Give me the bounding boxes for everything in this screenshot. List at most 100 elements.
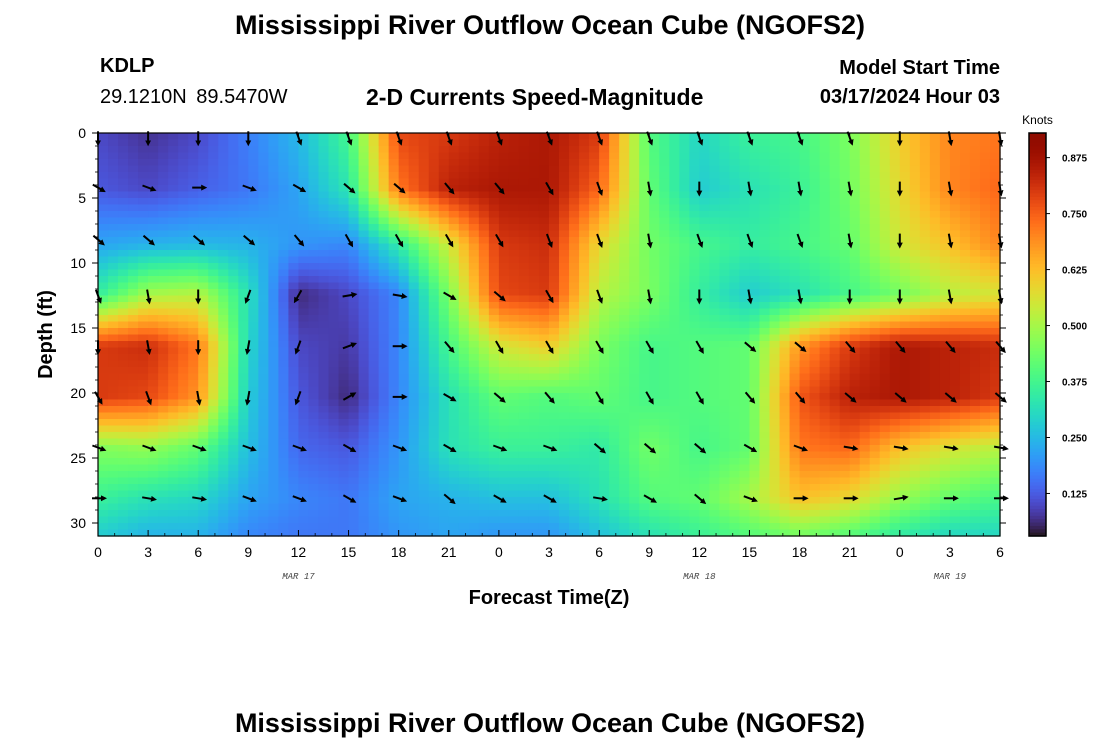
heatmap-cell [288, 445, 300, 453]
heatmap-cell [278, 276, 290, 284]
heatmap-cell [228, 224, 239, 232]
heatmap-cell [158, 334, 169, 342]
heatmap-cell [278, 360, 290, 368]
heatmap-cell [258, 393, 269, 401]
heatmap-cell [739, 477, 751, 485]
heatmap-cell [599, 451, 610, 459]
heatmap-cell [458, 490, 470, 498]
heatmap-cell [939, 172, 951, 180]
heatmap-cell [829, 380, 841, 388]
heatmap-cell [428, 224, 440, 232]
heatmap-cell [518, 191, 530, 199]
heatmap-cell [398, 204, 410, 212]
heatmap-cell [478, 237, 490, 245]
heatmap-cell [258, 471, 269, 479]
heatmap-cell [979, 243, 991, 251]
heatmap-cell [929, 347, 941, 355]
heatmap-cell [729, 464, 741, 472]
heatmap-cell [549, 367, 560, 375]
heatmap-cell [198, 250, 209, 258]
heatmap-cell [879, 406, 891, 414]
heatmap-cell [579, 341, 590, 349]
heatmap-cell [659, 432, 670, 440]
heatmap-cell [308, 458, 320, 466]
heatmap-cell [438, 471, 450, 479]
heatmap-cell [198, 152, 209, 160]
heatmap-cell [739, 328, 751, 336]
heatmap-cell [298, 302, 310, 310]
heatmap-cell [208, 471, 219, 479]
heatmap-cell [669, 230, 680, 238]
heatmap-cell [418, 256, 430, 264]
heatmap-cell [909, 139, 921, 147]
heatmap-cell [969, 191, 981, 199]
heatmap-cell [629, 451, 640, 459]
heatmap-cell [118, 419, 129, 427]
heatmap-cell [118, 263, 129, 271]
heatmap-cell [268, 211, 279, 219]
heatmap-cell [809, 178, 821, 186]
heatmap-cell [629, 360, 640, 368]
heatmap-cell [619, 178, 630, 186]
heatmap-cell [589, 308, 600, 316]
heatmap-cell [408, 315, 420, 323]
heatmap-cell [428, 146, 440, 154]
heatmap-cell [809, 373, 821, 381]
heatmap-cell [128, 295, 139, 303]
heatmap-cell [198, 269, 209, 277]
heatmap-cell [328, 341, 340, 349]
heatmap-cell [128, 458, 139, 466]
heatmap-cell [789, 321, 801, 329]
heatmap-cell [949, 321, 961, 329]
heatmap-cell [98, 341, 109, 349]
heatmap-cell [328, 256, 340, 264]
heatmap-cell [308, 321, 320, 329]
heatmap-cell [238, 172, 249, 180]
heatmap-cell [829, 217, 841, 225]
heatmap-cell [298, 211, 310, 219]
heatmap-cell [879, 308, 891, 316]
heatmap-cell [408, 133, 420, 141]
heatmap-cell [759, 146, 771, 154]
heatmap-cell [559, 276, 570, 284]
heatmap-cell [508, 295, 520, 303]
model-start-label: Model Start Time [839, 57, 1000, 79]
heatmap-cell [328, 464, 340, 472]
heatmap-cell [799, 360, 811, 368]
heatmap-cell [308, 419, 320, 427]
heatmap-cell [538, 360, 550, 368]
heatmap-cell [308, 360, 320, 368]
heatmap-cell [388, 159, 400, 167]
heatmap-cell [118, 445, 129, 453]
heatmap-cell [288, 146, 300, 154]
heatmap-cell [589, 328, 600, 336]
heatmap-cell [789, 237, 801, 245]
heatmap-cell [809, 321, 821, 329]
heatmap-cell [208, 458, 219, 466]
heatmap-cell [348, 419, 360, 427]
heatmap-cell [178, 198, 189, 206]
heatmap-cell [148, 360, 159, 368]
heatmap-cell [909, 445, 921, 453]
heatmap-cell [278, 295, 290, 303]
heatmap-cell [859, 191, 871, 199]
heatmap-cell [879, 347, 891, 355]
heatmap-cell [879, 386, 891, 394]
heatmap-cell [268, 133, 279, 141]
heatmap-cell [468, 458, 480, 466]
heatmap-cell [989, 419, 1001, 427]
heatmap-cell [819, 321, 831, 329]
heatmap-cell [328, 172, 340, 180]
heatmap-cell [899, 165, 911, 173]
heatmap-cell [458, 432, 470, 440]
heatmap-cell [969, 393, 981, 401]
heatmap-cell [609, 380, 620, 388]
heatmap-cell [729, 217, 741, 225]
heatmap-cell [238, 204, 249, 212]
heatmap-cell [639, 354, 650, 362]
heatmap-cell [889, 237, 901, 245]
heatmap-cell [879, 237, 891, 245]
heatmap-cell [789, 276, 801, 284]
heatmap-cell [398, 133, 410, 141]
heatmap-cell [298, 172, 310, 180]
